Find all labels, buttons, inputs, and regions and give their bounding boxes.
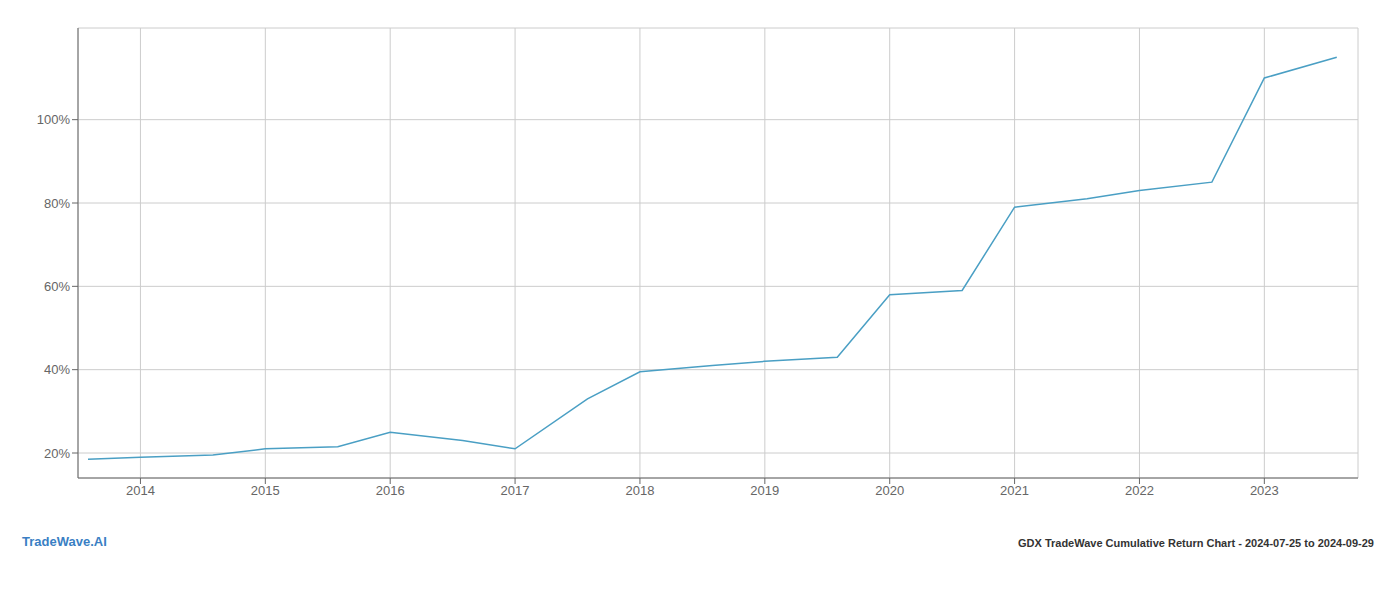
svg-text:60%: 60% [44, 279, 70, 294]
svg-text:2021: 2021 [1000, 483, 1029, 498]
svg-text:2014: 2014 [126, 483, 155, 498]
svg-text:2015: 2015 [251, 483, 280, 498]
svg-text:2019: 2019 [750, 483, 779, 498]
svg-text:40%: 40% [44, 362, 70, 377]
svg-text:2023: 2023 [1250, 483, 1279, 498]
svg-text:80%: 80% [44, 196, 70, 211]
svg-text:100%: 100% [37, 112, 71, 127]
svg-text:2017: 2017 [501, 483, 530, 498]
svg-text:2020: 2020 [875, 483, 904, 498]
svg-text:2016: 2016 [376, 483, 405, 498]
svg-text:2018: 2018 [625, 483, 654, 498]
html-text:GDX TradeWave Cumulative Retur: GDX TradeWave Cumulative Return Chart - … [1018, 537, 1374, 549]
svg-text:20%: 20% [44, 446, 70, 461]
svg-text:2022: 2022 [1125, 483, 1154, 498]
html-text:TradeWave.AI: TradeWave.AI [22, 534, 107, 549]
